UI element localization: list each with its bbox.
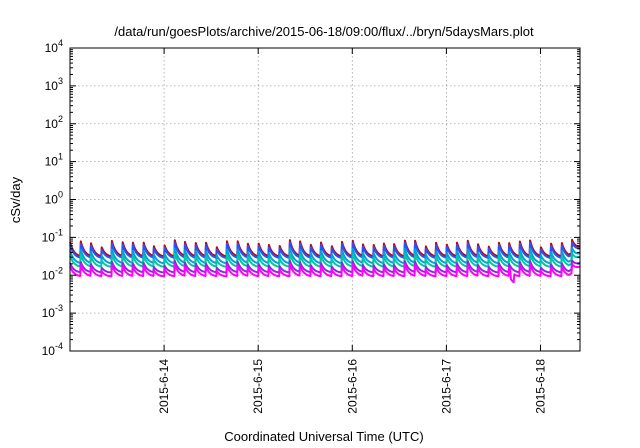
y-tick-exponent: 4 bbox=[58, 38, 63, 48]
x-tick-label: 2015-6-15 bbox=[251, 359, 265, 414]
series-line bbox=[69, 263, 581, 284]
series-line bbox=[69, 252, 581, 268]
y-tick-exponent: -3 bbox=[55, 303, 63, 313]
y-tick-label: 104 bbox=[45, 38, 63, 55]
y-tick-exponent: 0 bbox=[58, 190, 63, 200]
y-tick-label: 101 bbox=[45, 152, 63, 169]
y-tick-label: 100 bbox=[45, 190, 63, 207]
x-axis-ticks: 2015-6-14 2015-6-15 2015-6-16 2015-6-17 2015… bbox=[157, 48, 547, 414]
y-tick-base: 10 bbox=[42, 344, 56, 358]
x-axis-label: Coordinated Universal Time (UTC) bbox=[224, 429, 423, 444]
y-tick-label: 10-1 bbox=[42, 227, 63, 244]
y-tick-exponent: -4 bbox=[55, 341, 63, 351]
y-tick-exponent: 2 bbox=[58, 114, 63, 124]
y-tick-base: 10 bbox=[45, 79, 59, 93]
y-tick-base: 10 bbox=[45, 155, 59, 169]
chart-title: /data/run/goesPlots/archive/2015-06-18/0… bbox=[114, 24, 534, 39]
y-tick-exponent: -1 bbox=[55, 227, 63, 237]
y-tick-exponent: 3 bbox=[58, 76, 63, 86]
y-tick-label: 10-2 bbox=[42, 265, 63, 282]
y-tick-base: 10 bbox=[45, 41, 59, 55]
x-tick-label: 2015-6-18 bbox=[533, 359, 547, 414]
y-tick-exponent: -2 bbox=[55, 265, 63, 275]
y-tick-base: 10 bbox=[45, 117, 59, 131]
x-tick-label: 2015-6-17 bbox=[439, 359, 453, 414]
series-line bbox=[69, 241, 581, 259]
series-line bbox=[69, 247, 581, 265]
y-axis-label: cSv/day bbox=[8, 176, 23, 223]
y-tick-label: 102 bbox=[45, 114, 63, 131]
y-tick-label: 103 bbox=[45, 76, 63, 93]
x-tick-label: 2015-6-16 bbox=[345, 359, 359, 414]
y-tick-label: 10-3 bbox=[42, 303, 63, 320]
y-tick-label: 10-4 bbox=[42, 341, 63, 358]
grid bbox=[70, 48, 580, 351]
y-tick-base: 10 bbox=[42, 306, 56, 320]
y-tick-base: 10 bbox=[42, 230, 56, 244]
series-lines bbox=[69, 238, 581, 284]
x-tick-label: 2015-6-14 bbox=[157, 359, 171, 414]
y-tick-base: 10 bbox=[45, 193, 59, 207]
y-tick-base: 10 bbox=[42, 268, 56, 282]
y-tick-exponent: 1 bbox=[58, 152, 63, 162]
series-line bbox=[69, 259, 581, 274]
